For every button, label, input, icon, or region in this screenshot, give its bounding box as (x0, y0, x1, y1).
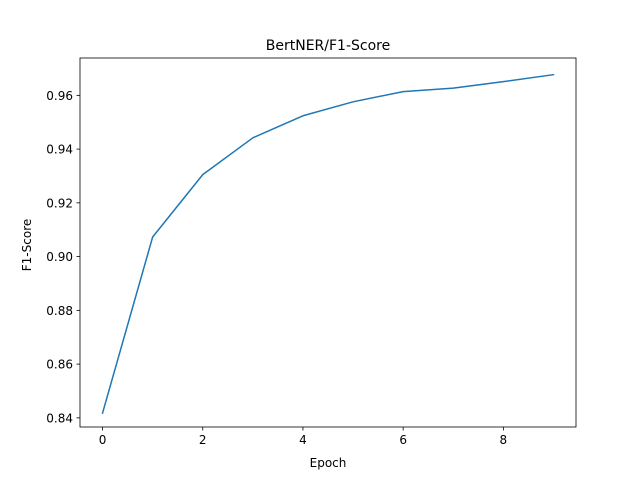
series-line-0 (101, 73, 555, 414)
y-tick-label: 0.84 (46, 411, 73, 425)
y-tick-label: 0.90 (46, 250, 73, 264)
chart-title: BertNER/F1-Score (266, 38, 390, 54)
plot-area: 0 2 4 6 8 0.84 0.86 0.88 0.90 0.92 0.94 0.96 (46, 57, 577, 447)
y-tick-label: 0.94 (46, 143, 73, 157)
y-tick-label: 0.86 (46, 358, 73, 372)
axes-frame (79, 57, 577, 428)
y-tick-label: 0.96 (46, 89, 73, 103)
y-axis-label: F1-Score (20, 219, 34, 271)
x-tick-label: 0 (99, 433, 107, 447)
x-tick-label: 8 (500, 433, 508, 447)
x-tick-label: 6 (399, 433, 407, 447)
y-tick-label: 0.88 (46, 304, 73, 318)
x-tick-label: 2 (199, 433, 207, 447)
x-axis-label: Epoch (310, 456, 347, 470)
y-tick-label: 0.92 (46, 196, 73, 210)
x-tick-label: 4 (299, 433, 307, 447)
